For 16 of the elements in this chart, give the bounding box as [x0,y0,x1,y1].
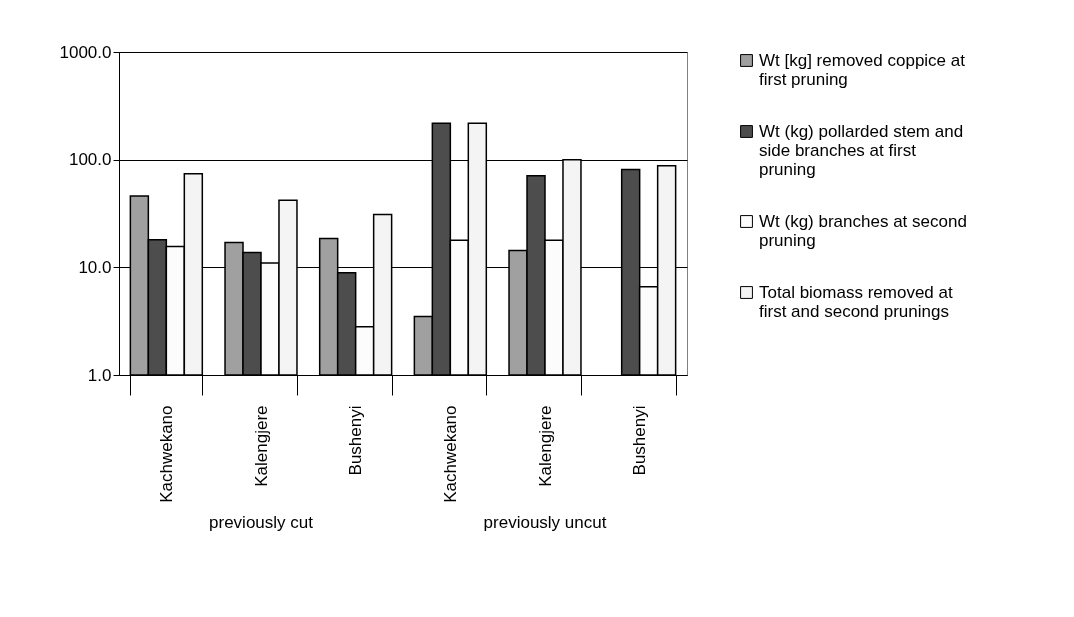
x-tick-label: Kachwekano [156,405,176,503]
legend-label: Total biomass removed at first and second prunings [759,282,953,321]
y-tick-label: 10.0 [78,257,112,277]
legend-label: Wt (kg) pollarded stem and side branches at first pruning [759,121,964,179]
x-tick-label: Bushenyi [346,405,366,476]
y-tick-label: 100.0 [68,150,112,170]
x-tick-label: Kalengjere [251,405,271,487]
y-tick-label: 1.0 [87,365,112,385]
y-tick-label: 1000.0 [59,42,112,62]
x-tick-label: Bushenyi [630,405,650,476]
legend-label: Wt [kg] removed coppice at first pruning [759,50,966,89]
legend-label: Wt (kg) branches at second pruning [759,211,967,250]
text: previously uncut [483,513,607,532]
x-tick-label: Kalengjere [535,405,555,487]
x-tick-label: Kachwekano [440,405,460,503]
text: previously cut [209,513,314,532]
